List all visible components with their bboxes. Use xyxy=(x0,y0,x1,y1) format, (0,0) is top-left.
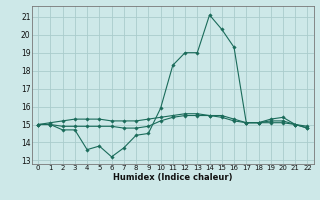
X-axis label: Humidex (Indice chaleur): Humidex (Indice chaleur) xyxy=(113,173,233,182)
